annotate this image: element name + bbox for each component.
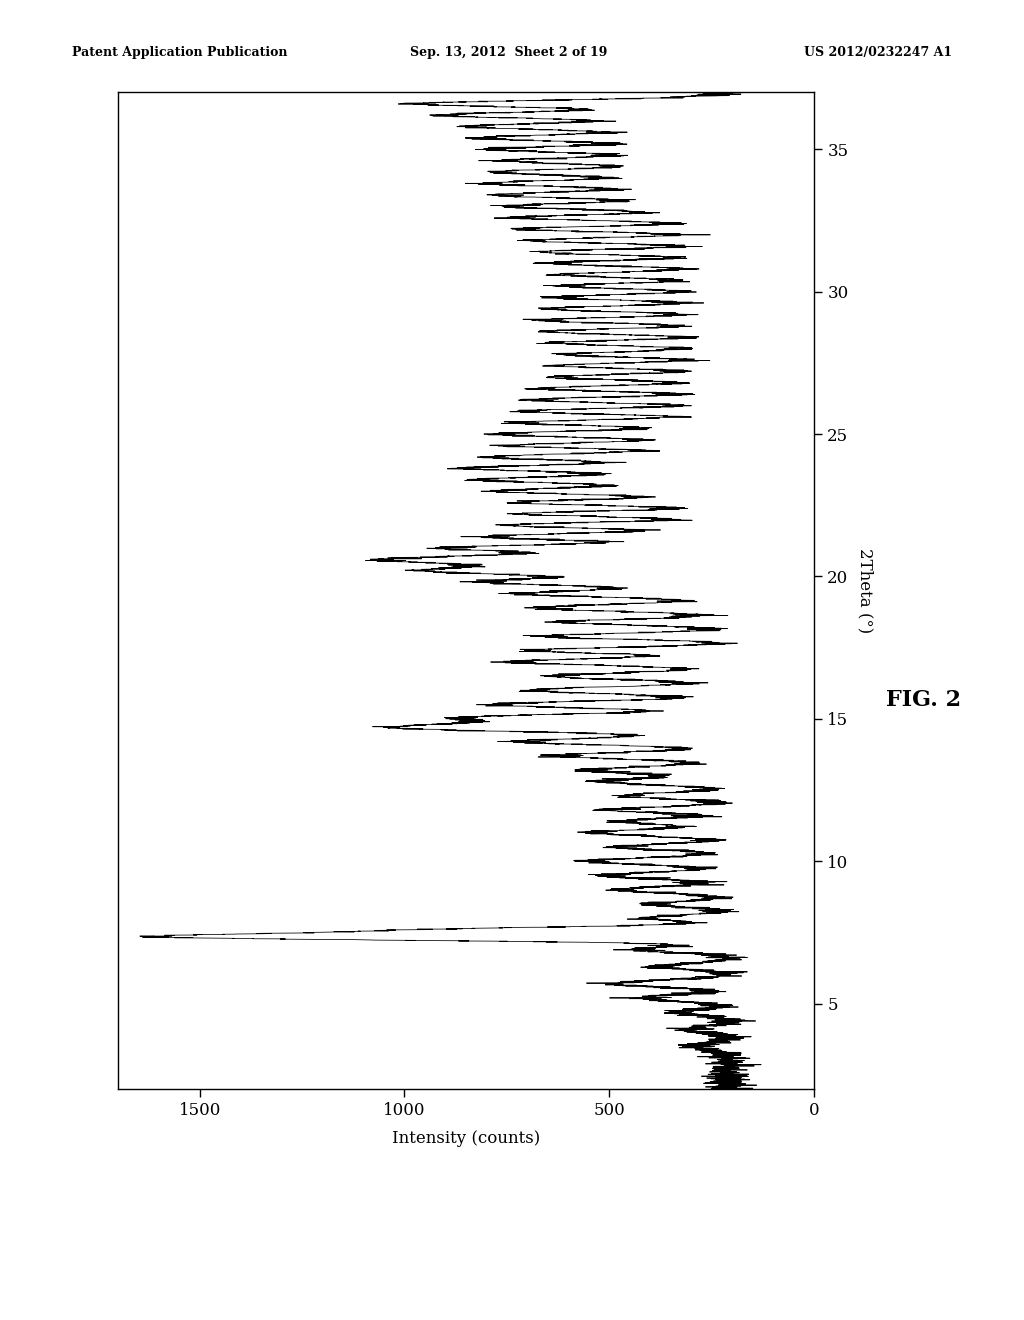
X-axis label: Intensity (counts): Intensity (counts): [392, 1130, 540, 1147]
Text: Sep. 13, 2012  Sheet 2 of 19: Sep. 13, 2012 Sheet 2 of 19: [410, 46, 607, 59]
Y-axis label: 2Theta (°): 2Theta (°): [856, 548, 873, 634]
Text: US 2012/0232247 A1: US 2012/0232247 A1: [804, 46, 952, 59]
Text: FIG. 2: FIG. 2: [886, 689, 961, 710]
Text: Patent Application Publication: Patent Application Publication: [72, 46, 287, 59]
